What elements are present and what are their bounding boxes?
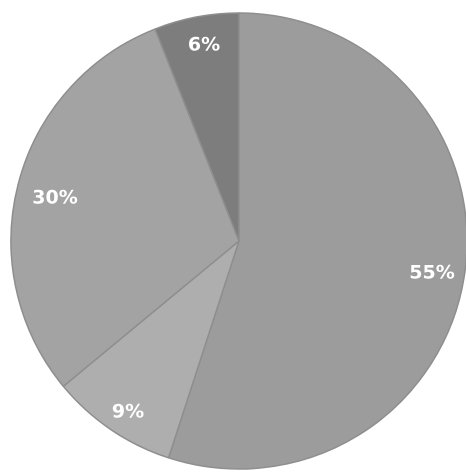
pie-labels: 55% 9% 30% 6% xyxy=(32,34,454,423)
pie-slice-label-0: 55% xyxy=(409,262,454,284)
pie-slice-0 xyxy=(167,12,466,470)
pie-slice-label-1: 9% xyxy=(112,401,144,423)
pie-slices xyxy=(10,12,466,470)
pie-slice-3 xyxy=(154,12,240,242)
pie-slice-label-3: 6% xyxy=(188,34,220,56)
pie-slice-1 xyxy=(62,240,240,459)
pie-slice-2 xyxy=(10,28,240,388)
pie-slice-label-2: 30% xyxy=(32,187,77,209)
